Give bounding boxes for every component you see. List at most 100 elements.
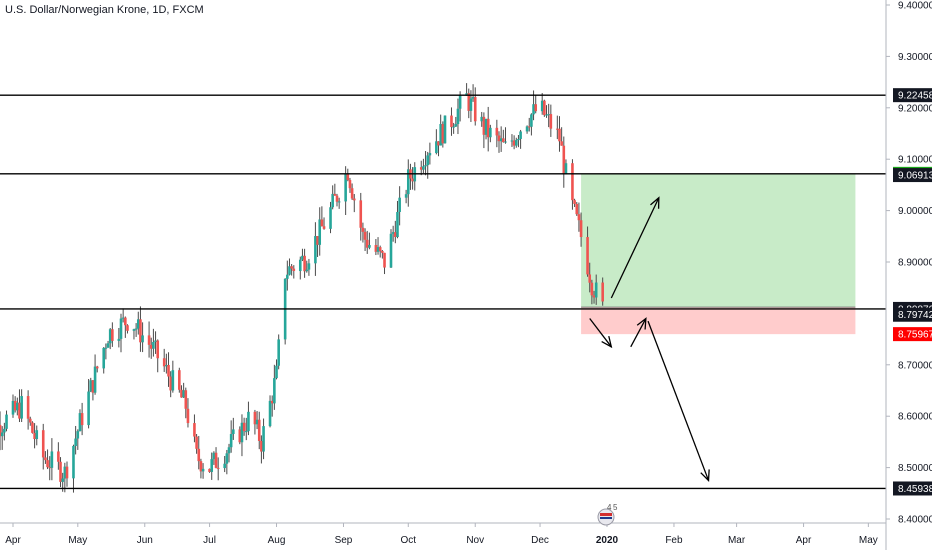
candle-body-34	[78, 413, 82, 432]
candle-body-174	[502, 138, 505, 143]
candle-body-127	[361, 227, 365, 232]
price-tick-label-6: 8.70000	[898, 360, 932, 371]
candle-body-155	[443, 115, 447, 144]
candle-body-100	[277, 339, 280, 366]
candle-body-123	[348, 180, 352, 189]
candle-body-17	[28, 418, 32, 423]
candle-body-87	[240, 422, 244, 443]
price-tick-label-1: 9.30000	[898, 52, 932, 63]
time-label-12: Apr	[796, 535, 812, 546]
candle-body-30	[65, 466, 69, 479]
projection-arrows[interactable]	[589, 196, 710, 482]
candle-body-35	[80, 413, 84, 426]
candle-body-118	[333, 193, 337, 196]
candle-body-196	[571, 163, 574, 201]
candlestick-series	[0, 83, 604, 493]
candle-body-41	[102, 347, 106, 369]
horizontal-levels[interactable]	[0, 94, 886, 490]
candle-body-137	[391, 232, 395, 234]
candle-body-133	[378, 247, 382, 251]
price-tag-label-0: 9.22458	[898, 91, 932, 102]
candle-body-197	[573, 200, 576, 204]
candle-body-67	[180, 389, 183, 398]
price-tag-label-6: 8.75967	[898, 330, 932, 341]
price-tick-label-2: 9.20000	[898, 103, 932, 114]
price-axis[interactable]: 9.40000 9.30000 9.20000 9.10000 9.00000 8.900…	[885, 0, 932, 550]
time-label-8: Dec	[531, 535, 549, 546]
chart-title: U.S. Dollar/Norwegian Krone, 1D, FXCM	[5, 4, 204, 16]
candle-body-32	[74, 438, 77, 446]
candle-body-79	[214, 452, 218, 468]
candle-body-37	[89, 380, 93, 392]
time-label-2: Jun	[137, 535, 153, 546]
arrow-line-3	[647, 320, 710, 481]
candle-body-47	[119, 318, 123, 339]
candle-body-98	[273, 378, 276, 404]
arrow-line-0	[610, 197, 660, 299]
candle-body-182	[527, 126, 531, 128]
candle-body-21	[41, 430, 45, 458]
candle-body-167	[482, 116, 486, 135]
candle-body-53	[136, 319, 140, 329]
candle-body-14	[18, 402, 21, 419]
candle-body-75	[201, 468, 205, 472]
candle-body-81	[223, 463, 226, 469]
candle-body-115	[322, 226, 326, 229]
candle-body-128	[363, 231, 367, 240]
time-label-10: Feb	[665, 535, 683, 546]
candle-body-111	[314, 236, 317, 264]
candle-body-191	[556, 128, 559, 130]
candle-body-202	[588, 274, 592, 283]
candle-body-203	[590, 282, 594, 296]
candle-body-148	[424, 165, 427, 167]
candle-body-43	[106, 343, 110, 348]
candle-body-49	[124, 317, 127, 326]
candle-body-183	[530, 114, 533, 127]
candle-body-149	[426, 155, 430, 166]
candle-body-95	[262, 426, 265, 452]
candle-body-171	[495, 127, 499, 136]
candle-body-116	[329, 207, 332, 229]
price-tick-label-4: 9.00000	[898, 206, 932, 217]
stop-zone	[581, 307, 856, 335]
candle-body-108	[303, 255, 306, 272]
candle-body-92	[255, 419, 259, 425]
economic-event-icon[interactable]: 4 5	[594, 502, 620, 526]
candle-body-184	[532, 104, 535, 115]
candle-body-153	[439, 124, 442, 146]
candle-body-130	[368, 245, 371, 248]
candle-body-46	[117, 338, 121, 341]
candle-body-177	[512, 140, 516, 146]
candle-body-186	[540, 100, 544, 112]
candle-body-138	[394, 232, 397, 238]
candle-body-119	[335, 195, 339, 202]
candle-body-136	[389, 233, 393, 268]
candle-body-146	[419, 167, 423, 170]
candle-body-120	[337, 201, 341, 203]
candle-body-48	[121, 317, 125, 319]
candle-body-158	[454, 124, 458, 127]
candle-body-97	[270, 400, 274, 404]
candle-body-61	[162, 358, 166, 367]
candle-body-94	[260, 440, 263, 452]
candle-body-55	[141, 335, 144, 343]
candle-body-83	[227, 447, 231, 454]
candle-body-140	[398, 197, 401, 212]
candle-body-161	[465, 93, 468, 96]
candle-body-69	[184, 390, 188, 409]
candle-body-39	[93, 366, 97, 393]
candle-body-129	[365, 239, 369, 248]
candle-body-109	[305, 269, 309, 272]
price-tick-label-5: 8.90000	[898, 258, 932, 269]
candle-body-56	[147, 335, 151, 345]
candle-body-27	[59, 461, 62, 482]
candle-body-82	[225, 453, 229, 464]
price-tag-box-6	[893, 327, 932, 342]
candle-body-88	[242, 422, 246, 432]
arrow-head-3	[700, 469, 710, 482]
candle-body-110	[307, 263, 311, 270]
candle-body-144	[411, 178, 414, 182]
price-tag-box-2	[893, 168, 932, 183]
time-axis[interactable]: Apr May Jun Jul Aug Sep Oct Nov Dec 2020 Feb Mar Apr…	[0, 522, 886, 546]
